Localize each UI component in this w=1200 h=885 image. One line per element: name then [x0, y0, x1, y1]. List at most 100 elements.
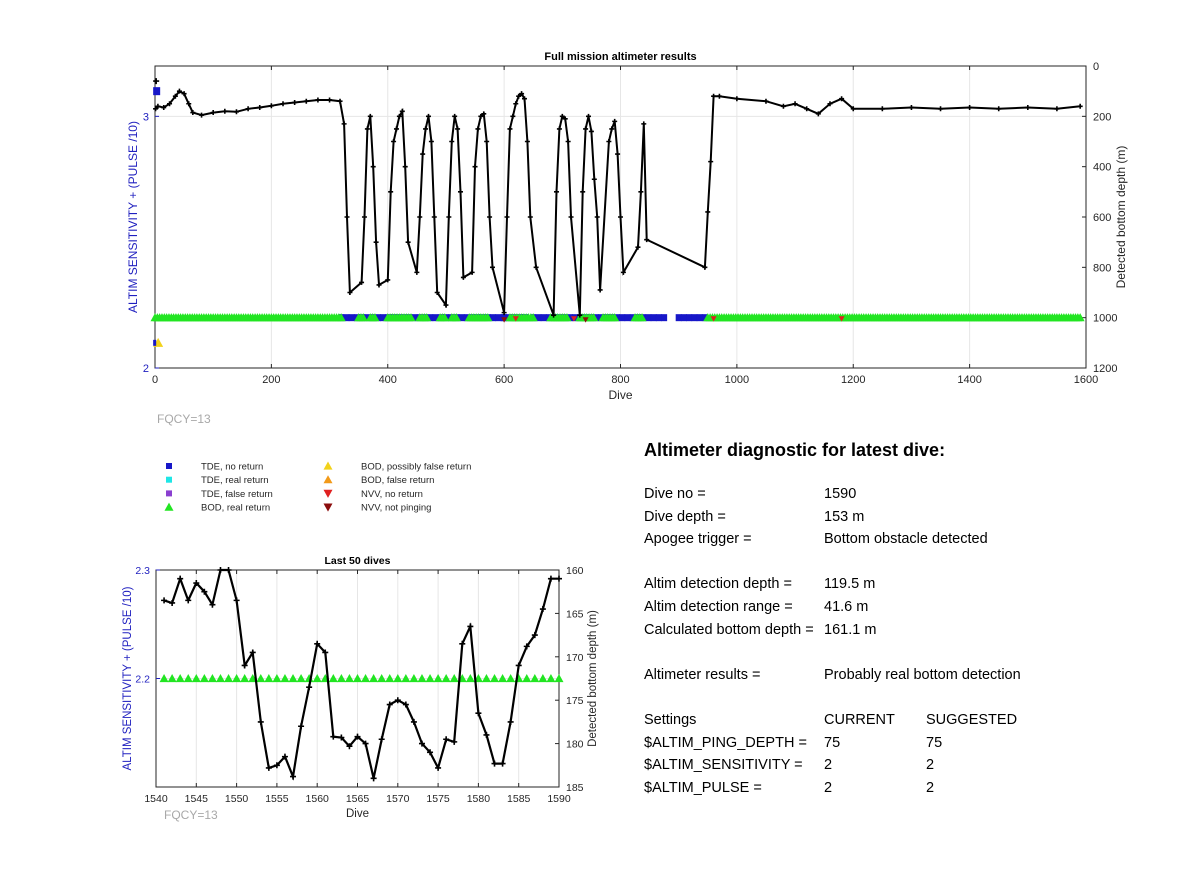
bod-real-return-marker: [199, 674, 209, 683]
bod-real-return-marker: [538, 674, 548, 683]
legend-label: TDE, no return: [201, 462, 263, 473]
tde-no-return-marker: [540, 314, 547, 322]
tde-no-return-marker: [432, 314, 439, 322]
bod-real-return-marker: [440, 313, 450, 322]
depth-point: [347, 290, 353, 295]
tde-no-return-marker: [490, 314, 497, 322]
depth-point: [435, 764, 442, 771]
depth-point: [337, 98, 343, 104]
depth-point: [414, 269, 420, 275]
depth-point: [455, 126, 461, 132]
depth-point: [385, 277, 391, 283]
x-axis-label: Dive: [608, 388, 632, 402]
depth-point: [210, 110, 216, 116]
depth-point: [265, 764, 272, 771]
depth-point: [938, 106, 944, 112]
depth-point: [431, 214, 437, 220]
depth-point: [460, 274, 466, 280]
setting-name: $ALTIM_PULSE =: [644, 779, 762, 796]
settings-label: Settings: [644, 711, 697, 728]
bod-real-return-marker: [409, 674, 419, 683]
tde-no-return-marker: [696, 314, 703, 322]
dive-depth-label: Dive depth =: [644, 508, 726, 525]
depth-point: [273, 762, 280, 769]
bod-real-return-marker: [344, 674, 354, 683]
x-tick-label: 1580: [467, 793, 491, 805]
nvv-no-return-marker: [570, 316, 577, 322]
legend-marker: [323, 489, 333, 498]
bod-real-return-marker: [483, 313, 493, 322]
bod-real-return-marker: [288, 674, 298, 683]
depth-point: [734, 96, 740, 102]
results-value: Probably real bottom detection: [824, 666, 1021, 683]
depth-line: [163, 568, 559, 781]
depth-point: [551, 312, 557, 318]
setting-current: 2: [824, 779, 833, 796]
y2-tick-label: 1000: [1093, 313, 1117, 325]
depth-point: [354, 733, 361, 740]
legend: TDE, no return TDE, real return TDE, false…: [164, 461, 471, 514]
bod-real-return-marker: [183, 674, 193, 683]
tde-no-return-marker: [650, 314, 657, 322]
depth-point: [306, 684, 313, 691]
depth-point: [850, 106, 856, 112]
depth-point: [420, 151, 426, 157]
bod-real-return-marker: [312, 674, 322, 683]
diagnostic-panel: Altimeter diagnostic for latest dive: Di…: [644, 440, 1164, 799]
tde-no-return-marker: [374, 314, 381, 322]
bod-real-return-marker: [296, 674, 306, 683]
bod-real-return-marker: [637, 313, 647, 322]
results-label: Altimeter results =: [644, 666, 761, 683]
depth-point: [233, 109, 239, 115]
tde-no-return-marker: [655, 314, 662, 322]
depth-line: [154, 89, 1081, 316]
depth-point: [504, 214, 510, 220]
tde-no-return-marker: [458, 314, 465, 322]
det-depth-value: 119.5 m: [824, 576, 876, 593]
y2-tick-label: 180: [566, 739, 584, 751]
depth-point: [359, 279, 365, 285]
bod-real-return-marker: [191, 674, 201, 683]
y2-tick-label: 160: [566, 565, 584, 577]
bod-real-return-marker: [353, 674, 362, 683]
results-row: Altimeter results = Probably real bottom…: [644, 664, 1164, 687]
depth-point: [507, 718, 514, 725]
depth-point: [423, 126, 429, 132]
depth-point: [449, 139, 455, 144]
depth-point: [446, 214, 452, 220]
depth-point: [827, 101, 833, 107]
depth-point: [524, 139, 530, 144]
depth-point: [451, 738, 458, 745]
top-chart: 0 200 400 600 800 1000 1200 1400 1600 2 3 0 200 400 60…: [126, 51, 1128, 402]
depth-point: [370, 775, 377, 782]
chart-title: Full mission altimeter results: [544, 51, 696, 63]
bod-real-return-marker: [441, 674, 451, 683]
depth-point: [241, 662, 248, 669]
bod-real-return-marker: [401, 674, 411, 683]
depth-point: [547, 575, 554, 582]
depth-point: [176, 88, 182, 94]
depth-point: [487, 214, 493, 220]
bod-real-return-marker: [554, 674, 564, 683]
bod-real-return-marker: [385, 674, 395, 683]
x-tick-label: 1590: [547, 793, 571, 805]
depth-point: [780, 103, 786, 109]
depth-point: [620, 269, 626, 275]
depth-point: [193, 580, 200, 587]
depth-point: [257, 718, 264, 725]
depth-point: [290, 773, 297, 780]
depth-point: [562, 116, 568, 122]
depth-point: [533, 264, 539, 270]
bottom-chart: 1540 1545 1550 1555 1560 1565 1570 1575 1580 1585…: [122, 555, 599, 820]
bod-real-return-marker: [167, 674, 177, 683]
depth-point: [443, 736, 450, 743]
setting-current: 75: [824, 734, 841, 751]
y-tick-label: 2: [143, 363, 149, 375]
bod-real-return-marker: [433, 674, 443, 683]
bod-real-return-marker: [1075, 313, 1085, 322]
bod-real-return-marker: [224, 674, 234, 683]
det-range-row: Altim detection range = 41.6 m: [644, 596, 1164, 619]
depth-point: [443, 302, 449, 308]
depth-point: [716, 93, 722, 99]
depth-point: [644, 237, 650, 243]
